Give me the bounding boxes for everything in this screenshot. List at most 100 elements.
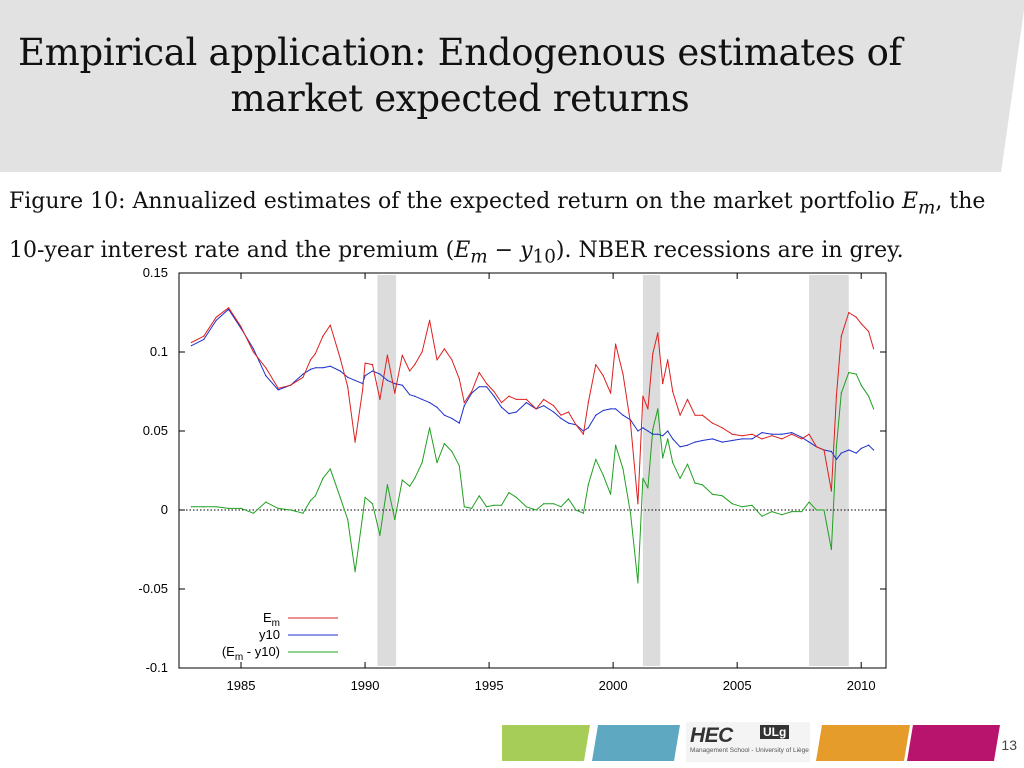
data-point-premium bbox=[309, 499, 312, 502]
data-point-y10 bbox=[486, 386, 488, 388]
data-point-em bbox=[228, 307, 230, 309]
strip-orange bbox=[816, 725, 910, 761]
data-point-premium bbox=[553, 503, 555, 505]
data-point-em bbox=[443, 348, 445, 350]
data-point-em bbox=[240, 326, 242, 328]
data-point-y10 bbox=[451, 417, 453, 419]
data-point-em bbox=[610, 392, 612, 394]
slide-title-line1: Empirical application: Endogenous estima… bbox=[18, 31, 902, 74]
data-point-premium bbox=[567, 498, 570, 500]
caption-y-symbol: y bbox=[520, 238, 533, 264]
data-point-em bbox=[771, 435, 773, 437]
data-point-y10 bbox=[371, 370, 374, 372]
data-point-y10 bbox=[791, 432, 793, 434]
data-point-y10 bbox=[840, 452, 842, 454]
data-point-em bbox=[835, 395, 838, 397]
data-point-em bbox=[190, 341, 192, 344]
data-point-premium bbox=[421, 462, 423, 464]
data-point-premium bbox=[322, 477, 324, 479]
data-point-premium bbox=[781, 514, 783, 516]
data-point-em bbox=[868, 330, 870, 333]
data-point-y10 bbox=[394, 383, 396, 385]
data-point-em bbox=[848, 311, 850, 314]
y-tick-label: 0.05 bbox=[143, 423, 168, 438]
data-point-premium bbox=[354, 571, 356, 573]
data-point-y10 bbox=[302, 373, 304, 375]
recession-bands bbox=[377, 275, 849, 666]
data-point-em bbox=[401, 354, 403, 356]
data-point-y10 bbox=[429, 402, 431, 404]
data-point-premium bbox=[823, 509, 825, 511]
data-point-em bbox=[394, 392, 396, 394]
data-point-em bbox=[364, 362, 366, 364]
data-point-em bbox=[587, 402, 589, 404]
data-point-em bbox=[840, 335, 842, 337]
data-point-em bbox=[667, 359, 669, 361]
data-point-y10 bbox=[443, 414, 445, 416]
data-point-premium bbox=[830, 548, 833, 551]
data-point-em bbox=[855, 316, 857, 318]
data-point-em bbox=[652, 353, 654, 355]
data-point-y10 bbox=[860, 447, 862, 449]
data-point-premium bbox=[575, 509, 577, 511]
data-point-y10 bbox=[610, 408, 612, 410]
data-point-premium bbox=[629, 512, 632, 514]
data-point-premium bbox=[808, 501, 810, 503]
data-point-y10 bbox=[711, 438, 714, 440]
recession-band-1 bbox=[377, 275, 397, 666]
data-point-y10 bbox=[543, 405, 545, 407]
legend-label-em: Em bbox=[263, 610, 280, 629]
x-tick-label: 1985 bbox=[227, 678, 256, 693]
caption-em-symbol: E bbox=[901, 189, 919, 214]
data-point-em bbox=[575, 424, 577, 426]
data-point-em bbox=[215, 316, 217, 318]
data-point-em bbox=[414, 364, 416, 366]
data-point-em bbox=[686, 398, 689, 400]
data-point-premium bbox=[429, 427, 431, 429]
header-band bbox=[0, 0, 1024, 180]
data-point-premium bbox=[622, 468, 624, 470]
data-point-premium bbox=[339, 496, 341, 498]
data-point-em bbox=[362, 389, 364, 391]
data-point-em bbox=[751, 433, 753, 435]
data-point-y10 bbox=[873, 449, 875, 451]
plot-frame bbox=[178, 272, 887, 669]
data-point-em bbox=[379, 398, 381, 400]
data-point-y10 bbox=[672, 438, 674, 440]
data-point-y10 bbox=[277, 389, 279, 391]
data-point-em bbox=[525, 398, 527, 400]
data-point-y10 bbox=[679, 446, 681, 448]
data-point-premium bbox=[721, 495, 723, 497]
data-point-premium bbox=[637, 582, 639, 584]
data-point-y10 bbox=[855, 452, 857, 454]
data-point-em bbox=[486, 383, 488, 385]
data-point-y10 bbox=[647, 430, 649, 432]
caption-em-subscript-2: m bbox=[470, 246, 488, 268]
data-point-premium bbox=[443, 443, 445, 445]
data-point-y10 bbox=[500, 406, 503, 408]
data-point-em bbox=[860, 323, 862, 325]
data-point-premium bbox=[451, 450, 453, 453]
page-number: 13 bbox=[1001, 737, 1017, 753]
data-point-y10 bbox=[848, 449, 850, 451]
caption-text-4: ). NBER recessions are in grey. bbox=[555, 238, 904, 264]
data-point-premium bbox=[602, 474, 604, 476]
data-point-premium bbox=[751, 504, 753, 506]
data-point-premium bbox=[873, 408, 875, 410]
data-point-premium bbox=[414, 477, 416, 479]
data-point-em bbox=[629, 422, 632, 424]
data-point-premium bbox=[436, 462, 438, 464]
data-point-y10 bbox=[761, 432, 763, 434]
data-point-em bbox=[429, 319, 431, 321]
data-point-em bbox=[615, 343, 617, 345]
data-point-y10 bbox=[329, 365, 331, 367]
data-point-premium bbox=[409, 485, 411, 487]
data-point-y10 bbox=[830, 450, 833, 453]
data-point-premium bbox=[314, 495, 316, 497]
data-point-em bbox=[830, 490, 833, 492]
legend-label-premium: (Em - y10) bbox=[222, 644, 280, 663]
data-point-em bbox=[302, 376, 304, 378]
data-point-y10 bbox=[686, 444, 689, 446]
series-line-premium bbox=[191, 372, 875, 584]
